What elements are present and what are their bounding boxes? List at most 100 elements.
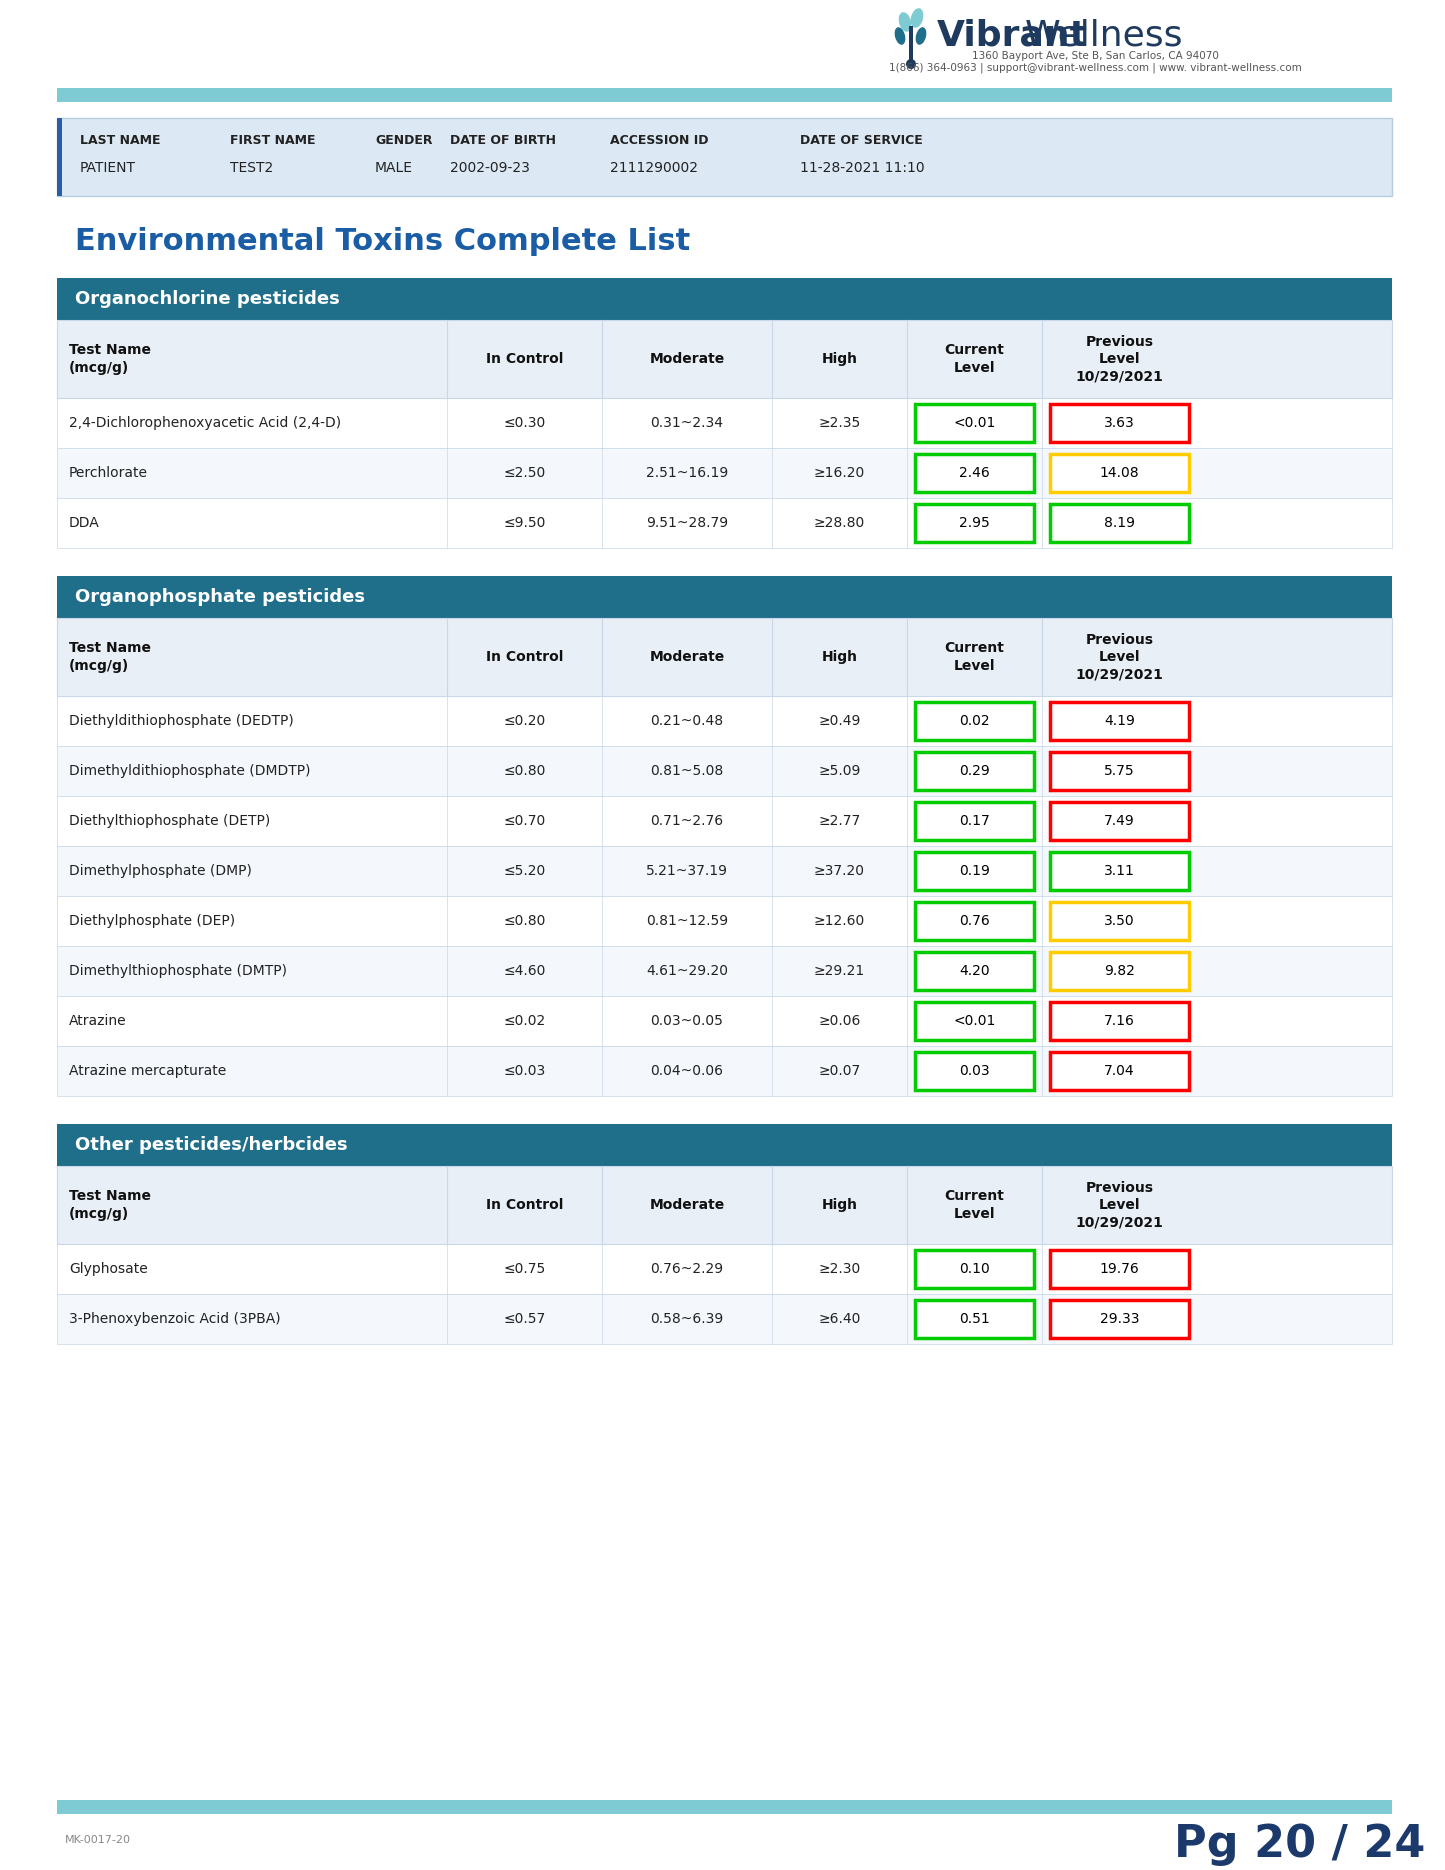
- Text: Dimethylphosphate (DMP): Dimethylphosphate (DMP): [69, 864, 251, 879]
- Text: 1360 Bayport Ave, Ste B, San Carlos, CA 94070: 1360 Bayport Ave, Ste B, San Carlos, CA …: [971, 50, 1218, 62]
- Text: 0.31~2.34: 0.31~2.34: [650, 415, 724, 430]
- Text: In Control: In Control: [486, 352, 564, 367]
- Bar: [1051, 1249, 1189, 1288]
- Text: In Control: In Control: [486, 1199, 564, 1212]
- Text: 0.81~5.08: 0.81~5.08: [650, 765, 724, 778]
- Text: 0.29: 0.29: [959, 765, 990, 778]
- Text: 3-Phenoxybenzoic Acid (3PBA): 3-Phenoxybenzoic Acid (3PBA): [69, 1313, 280, 1326]
- Bar: [1051, 752, 1189, 789]
- Text: 0.58~6.39: 0.58~6.39: [650, 1313, 724, 1326]
- Bar: [1051, 802, 1189, 840]
- Text: ≥37.20: ≥37.20: [814, 864, 866, 879]
- Bar: [56, 118, 62, 196]
- Text: 0.04~0.06: 0.04~0.06: [650, 1064, 724, 1077]
- Text: 0.76: 0.76: [959, 914, 990, 928]
- Bar: [915, 454, 1035, 492]
- Text: ≤0.70: ≤0.70: [503, 813, 546, 828]
- Text: 0.03~0.05: 0.03~0.05: [650, 1014, 724, 1028]
- Bar: [56, 449, 1392, 497]
- Text: 8.19: 8.19: [1104, 516, 1134, 529]
- Text: In Control: In Control: [486, 651, 564, 664]
- Bar: [1051, 454, 1189, 492]
- Bar: [56, 88, 1392, 103]
- Text: 2111290002: 2111290002: [610, 161, 698, 176]
- Bar: [56, 279, 1392, 320]
- Text: TEST2: TEST2: [230, 161, 273, 176]
- Bar: [56, 320, 1392, 398]
- Text: Atrazine mercapturate: Atrazine mercapturate: [69, 1064, 227, 1077]
- Bar: [915, 1053, 1035, 1090]
- Text: Other pesticides/herbcides: Other pesticides/herbcides: [75, 1135, 348, 1154]
- Bar: [915, 802, 1035, 840]
- Text: ≤2.50: ≤2.50: [503, 466, 546, 481]
- Text: 3.50: 3.50: [1104, 914, 1134, 928]
- Text: ≤0.80: ≤0.80: [503, 765, 546, 778]
- Bar: [1051, 901, 1189, 941]
- Text: 2.46: 2.46: [959, 466, 990, 481]
- Text: ≥16.20: ≥16.20: [814, 466, 866, 481]
- Text: ACCESSION ID: ACCESSION ID: [610, 133, 708, 146]
- Bar: [915, 1300, 1035, 1339]
- Ellipse shape: [916, 28, 926, 45]
- Text: ≤0.57: ≤0.57: [503, 1313, 546, 1326]
- Bar: [56, 845, 1392, 896]
- Text: ≤0.30: ≤0.30: [503, 415, 546, 430]
- Text: PATIENT: PATIENT: [79, 161, 136, 176]
- Bar: [56, 1801, 1392, 1814]
- Text: ≥2.35: ≥2.35: [818, 415, 861, 430]
- Text: Test Name
(mcg/g): Test Name (mcg/g): [69, 641, 150, 673]
- Bar: [909, 26, 913, 62]
- Text: DATE OF SERVICE: DATE OF SERVICE: [801, 133, 923, 146]
- Text: 4.20: 4.20: [959, 965, 990, 978]
- Text: ≥12.60: ≥12.60: [814, 914, 866, 928]
- Text: High: High: [822, 651, 857, 664]
- Text: High: High: [822, 1199, 857, 1212]
- Text: Test Name
(mcg/g): Test Name (mcg/g): [69, 344, 150, 374]
- Text: 29.33: 29.33: [1100, 1313, 1139, 1326]
- Text: <0.01: <0.01: [954, 1014, 996, 1028]
- Text: Dimethylthiophosphate (DMTP): Dimethylthiophosphate (DMTP): [69, 965, 288, 978]
- Text: Current
Level: Current Level: [945, 641, 1004, 673]
- Text: Previous
Level
10/29/2021: Previous Level 10/29/2021: [1075, 632, 1163, 681]
- Bar: [1051, 701, 1189, 741]
- Text: 7.04: 7.04: [1104, 1064, 1134, 1077]
- Text: Previous
Level
10/29/2021: Previous Level 10/29/2021: [1075, 1180, 1163, 1229]
- Text: 0.21~0.48: 0.21~0.48: [650, 714, 724, 727]
- Bar: [56, 1124, 1392, 1167]
- Text: 9.82: 9.82: [1104, 965, 1134, 978]
- Text: 5.21~37.19: 5.21~37.19: [646, 864, 728, 879]
- Bar: [56, 997, 1392, 1045]
- Text: ≥2.30: ≥2.30: [818, 1262, 861, 1275]
- Text: Current
Level: Current Level: [945, 1189, 1004, 1221]
- Bar: [56, 1294, 1392, 1345]
- Text: ≤5.20: ≤5.20: [503, 864, 546, 879]
- Text: DDA: DDA: [69, 516, 100, 529]
- Bar: [915, 853, 1035, 890]
- Text: ≤0.02: ≤0.02: [503, 1014, 546, 1028]
- Bar: [915, 404, 1035, 441]
- Text: 2002-09-23: 2002-09-23: [449, 161, 530, 176]
- Bar: [56, 946, 1392, 997]
- Text: GENDER: GENDER: [376, 133, 432, 146]
- Text: 5.75: 5.75: [1104, 765, 1134, 778]
- Text: 0.02: 0.02: [959, 714, 990, 727]
- Text: ≥6.40: ≥6.40: [818, 1313, 861, 1326]
- Text: ≥0.07: ≥0.07: [818, 1064, 861, 1077]
- Bar: [1051, 1300, 1189, 1339]
- Text: Atrazine: Atrazine: [69, 1014, 127, 1028]
- Text: 0.76~2.29: 0.76~2.29: [650, 1262, 724, 1275]
- Bar: [915, 952, 1035, 989]
- Text: 19.76: 19.76: [1100, 1262, 1139, 1275]
- Bar: [56, 576, 1392, 617]
- Bar: [56, 1045, 1392, 1096]
- Text: ≤0.75: ≤0.75: [503, 1262, 546, 1275]
- Text: Current
Level: Current Level: [945, 344, 1004, 374]
- Text: 0.17: 0.17: [959, 813, 990, 828]
- Text: FIRST NAME: FIRST NAME: [230, 133, 315, 146]
- Text: 0.19: 0.19: [959, 864, 990, 879]
- Text: 0.71~2.76: 0.71~2.76: [650, 813, 724, 828]
- Bar: [915, 701, 1035, 741]
- Bar: [56, 398, 1392, 449]
- Text: Vibrant: Vibrant: [936, 19, 1088, 52]
- Text: Diethylthiophosphate (DETP): Diethylthiophosphate (DETP): [69, 813, 270, 828]
